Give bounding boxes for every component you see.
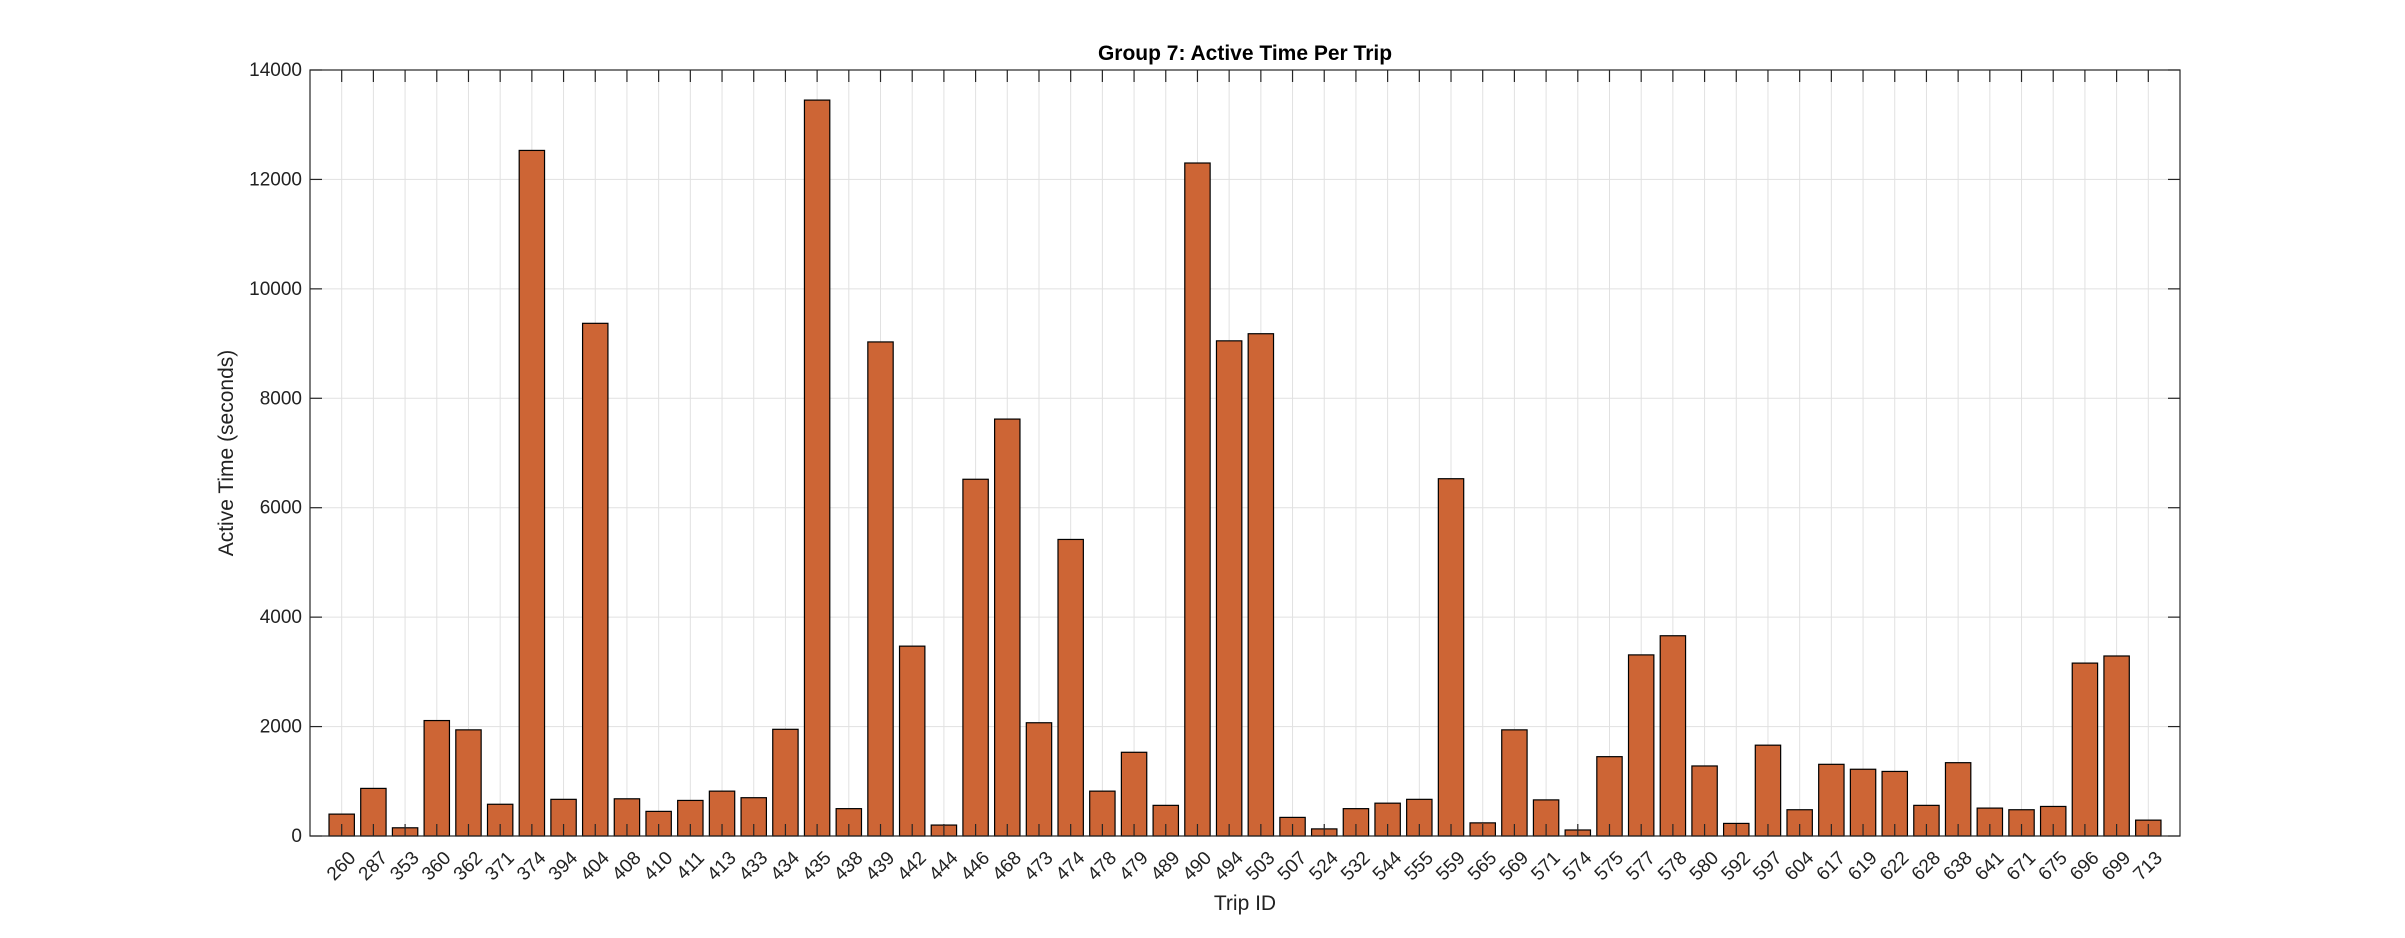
bar	[1659, 635, 1687, 837]
x-tick-label: 489	[1147, 848, 1184, 885]
bar	[613, 798, 641, 837]
x-tick-label: 638	[1939, 848, 1976, 885]
x-tick-label: 597	[1749, 848, 1786, 885]
x-tick-label: 592	[1718, 848, 1755, 885]
x-tick-label: 671	[2003, 848, 2040, 885]
x-tick-label: 628	[1908, 848, 1945, 885]
x-tick-label: 575	[1591, 848, 1628, 885]
y-axis-label: Active Time (seconds)	[215, 350, 238, 557]
x-tick-label: 641	[1971, 848, 2008, 885]
x-tick-label: 439	[862, 848, 899, 885]
x-tick-label: 435	[798, 848, 835, 885]
x-tick-label: 444	[925, 847, 963, 885]
x-tick-label: 474	[1052, 847, 1090, 885]
x-tick-label: 699	[2098, 848, 2135, 885]
x-tick-label: 622	[1876, 848, 1913, 885]
x-tick-label: 413	[703, 848, 740, 885]
x-tick-label: 503	[1242, 848, 1279, 885]
x-tick-label: 574	[1559, 847, 1597, 885]
x-tick-label: 544	[1369, 847, 1407, 885]
y-tick-label: 4000	[260, 607, 302, 628]
bar	[803, 99, 831, 837]
x-tick-label: 446	[957, 848, 994, 885]
y-tick-label: 12000	[249, 169, 302, 190]
y-tick-label: 8000	[260, 388, 302, 409]
x-tick-label: 580	[1686, 848, 1723, 885]
bar	[1501, 729, 1528, 837]
x-tick-label: 494	[1210, 847, 1248, 885]
x-tick-label: 675	[2035, 848, 2072, 885]
x-tick-label: 555	[1401, 848, 1438, 885]
x-tick-label: 559	[1432, 848, 1469, 885]
x-tick-label: 507	[1274, 848, 1311, 885]
x-tick-label: 577	[1623, 848, 1660, 885]
y-tick-label: 0	[291, 826, 302, 847]
x-tick-label: 434	[767, 847, 805, 885]
bar	[1247, 333, 1275, 837]
x-tick-label: 411	[673, 848, 709, 884]
x-tick-label: 478	[1084, 848, 1121, 885]
x-tick-label: 362	[450, 848, 487, 885]
x-tick-label: 438	[830, 848, 867, 885]
bar	[518, 149, 546, 837]
bars-layer	[328, 99, 2162, 837]
bar	[1437, 478, 1465, 837]
x-tick-label: 479	[1115, 848, 1152, 885]
x-tick-label: 532	[1337, 848, 1374, 885]
y-tick-label: 14000	[249, 60, 302, 81]
x-tick-label: 604	[1781, 847, 1819, 885]
bar	[772, 728, 799, 837]
x-tick-label: 404	[577, 847, 615, 885]
x-tick-label: 578	[1654, 848, 1691, 885]
x-tick-label: 260	[323, 848, 360, 885]
x-tick-label: 617	[1813, 848, 1850, 885]
x-tick-label: 468	[989, 848, 1026, 885]
bar	[1057, 538, 1084, 837]
x-axis-label: Trip ID	[1214, 892, 1276, 915]
bar	[1025, 722, 1053, 837]
bar	[1754, 744, 1782, 837]
x-tick-label: 433	[735, 848, 772, 885]
bar	[898, 645, 926, 837]
x-tick-label: 571	[1527, 848, 1564, 885]
x-tick-label: 569	[1496, 848, 1533, 885]
x-tick-label: 442	[894, 848, 931, 885]
x-tick-label: 408	[608, 848, 645, 885]
plot-frame	[309, 69, 2181, 837]
x-tick-label: 473	[1020, 848, 1057, 885]
bar	[581, 322, 609, 837]
bar	[867, 341, 894, 837]
chart-title: Group 7: Active Time Per Trip	[1098, 42, 1392, 65]
x-tick-label: 565	[1464, 848, 1501, 885]
y-tick-label: 2000	[260, 717, 302, 738]
x-tick-label: 696	[2066, 848, 2103, 885]
bar	[2103, 655, 2130, 837]
bar	[1627, 654, 1655, 837]
ticks-layer	[310, 69, 2180, 837]
x-tick-label: 374	[513, 847, 551, 885]
bar	[962, 478, 989, 837]
x-tick-label: 394	[545, 847, 583, 885]
bar	[1215, 340, 1243, 837]
x-tick-label: 524	[1306, 847, 1344, 885]
bar	[1120, 751, 1148, 837]
bar	[455, 729, 482, 837]
y-tick-label: 10000	[249, 279, 302, 300]
bar	[1184, 162, 1211, 837]
x-tick-label: 371	[481, 848, 518, 885]
bar	[1596, 756, 1623, 837]
bar	[423, 719, 451, 837]
y-tick-label: 6000	[260, 498, 302, 519]
x-tick-label: 410	[640, 848, 677, 885]
x-tick-label: 360	[418, 848, 455, 885]
x-tick-label: 287	[355, 848, 392, 885]
bar	[994, 418, 1021, 837]
x-tick-label: 713	[2130, 848, 2167, 885]
bar	[2071, 662, 2099, 837]
x-tick-label: 353	[386, 848, 423, 885]
x-tick-label: 619	[1844, 848, 1881, 885]
x-tick-label: 490	[1179, 848, 1216, 885]
